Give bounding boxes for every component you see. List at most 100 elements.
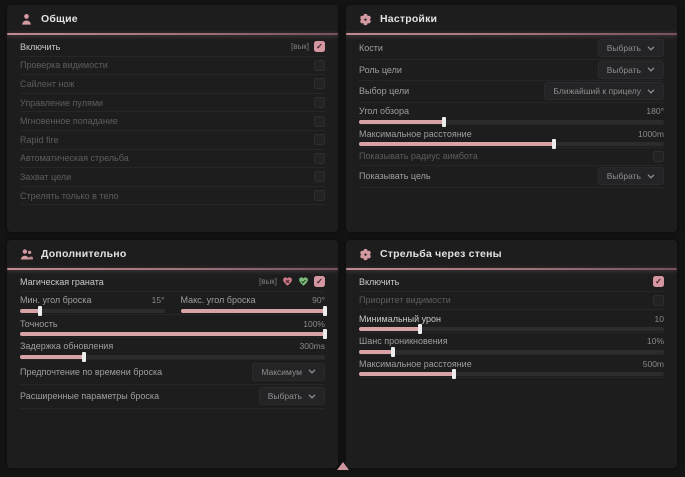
panel-title: Дополнительно bbox=[41, 248, 127, 260]
slider-value: 15° bbox=[151, 295, 165, 306]
checkbox[interactable] bbox=[314, 152, 325, 164]
green-heart-icon[interactable] bbox=[298, 276, 309, 287]
slider-row: Минимальный урон 10 bbox=[359, 310, 664, 335]
slider[interactable] bbox=[20, 305, 165, 316]
panel-header: Стрельба через стены bbox=[346, 240, 677, 268]
checkbox[interactable] bbox=[314, 134, 325, 146]
checkbox[interactable] bbox=[314, 59, 325, 71]
slider-thumb[interactable] bbox=[451, 369, 456, 380]
dropdown-row: Показывать цель Выбрать bbox=[359, 166, 664, 188]
slider-thumb[interactable] bbox=[390, 346, 395, 357]
dropdown-value: Выбрать bbox=[606, 171, 641, 182]
slider-thumb[interactable] bbox=[442, 116, 447, 127]
checkbox[interactable] bbox=[314, 78, 325, 90]
slider-fill bbox=[359, 139, 557, 149]
dropdown-value: Выбрать bbox=[606, 43, 641, 54]
toggle-label: Сайлент нож bbox=[20, 78, 75, 89]
checkbox[interactable] bbox=[653, 294, 664, 306]
chevron-down-icon bbox=[308, 394, 316, 399]
dropdown[interactable]: Выбрать bbox=[597, 39, 664, 58]
slider-label: Задержка обновления bbox=[20, 341, 114, 352]
slider-thumb[interactable] bbox=[38, 305, 43, 316]
checkbox[interactable] bbox=[653, 276, 664, 288]
person-icon bbox=[20, 13, 33, 26]
slider-fill bbox=[359, 324, 422, 335]
dropdown[interactable]: Выбрать bbox=[597, 60, 664, 79]
slider-label: Точность bbox=[20, 318, 58, 329]
toggle-label: Захват цели bbox=[20, 171, 72, 182]
panel-title: Настройки bbox=[380, 13, 438, 25]
toggle-label: Проверка видимости bbox=[20, 60, 108, 71]
toggle-row: Приоритет видимости bbox=[359, 292, 664, 311]
checkbox[interactable] bbox=[314, 276, 325, 288]
slider-fill bbox=[20, 329, 327, 340]
checkbox[interactable] bbox=[653, 150, 664, 162]
slider-thumb[interactable] bbox=[418, 324, 422, 335]
slider-row: Угол обзора 180° bbox=[359, 103, 664, 127]
slider-fill bbox=[180, 305, 327, 316]
slider-value: 10% bbox=[646, 336, 664, 347]
slider-thumb[interactable] bbox=[323, 305, 327, 316]
dropdown[interactable]: Выбрать bbox=[258, 387, 325, 406]
toggle-row: Мгновенное попадание bbox=[20, 112, 325, 131]
slider-row: Точность 100% bbox=[20, 315, 327, 340]
dropdown[interactable]: Ближайший к прицелу bbox=[544, 82, 664, 101]
slider-value: 1000m bbox=[638, 128, 664, 139]
header-accent-line bbox=[7, 268, 338, 270]
dropdown-row: Предпочтение по времени броска Максимум bbox=[20, 360, 325, 385]
toggle-row: Управление пулями bbox=[20, 94, 325, 113]
checkbox[interactable] bbox=[314, 190, 325, 202]
dropdown-value: Максимум bbox=[261, 366, 302, 377]
slider[interactable] bbox=[20, 329, 327, 340]
dropdown[interactable]: Максимум bbox=[252, 362, 325, 381]
dropdown[interactable]: Выбрать bbox=[597, 167, 664, 186]
slider-row: Максимальное расстояние 1000m bbox=[359, 125, 664, 149]
slider-label: Максимальное расстояние bbox=[359, 128, 472, 139]
checkbox[interactable] bbox=[314, 115, 325, 127]
dropdown-label: Кости bbox=[359, 43, 383, 54]
panel-wallbang: Стрельба через стены Включить Приоритет … bbox=[346, 240, 677, 468]
toggle-label: Rapid fire bbox=[20, 134, 59, 145]
slider[interactable] bbox=[359, 346, 664, 357]
chevron-down-icon bbox=[647, 89, 655, 94]
checkbox[interactable] bbox=[314, 97, 325, 109]
checkbox[interactable] bbox=[314, 171, 325, 183]
panel-header: Дополнительно bbox=[7, 240, 338, 268]
slider-label: Шанс проникновения bbox=[359, 336, 448, 347]
slider-value: 300ms bbox=[299, 341, 325, 352]
slider[interactable] bbox=[20, 351, 325, 362]
slider-thumb[interactable] bbox=[82, 351, 87, 362]
triangle-up-icon[interactable] bbox=[337, 462, 349, 470]
dropdown-value: Выбрать bbox=[267, 391, 302, 402]
toggle-label: Магическая граната bbox=[20, 276, 104, 287]
checkbox[interactable] bbox=[314, 41, 325, 53]
dropdown-row: Кости Выбрать bbox=[359, 38, 664, 60]
dropdown-label: Выбор цели bbox=[359, 86, 410, 97]
chevron-down-icon bbox=[647, 174, 655, 179]
slider[interactable] bbox=[359, 116, 664, 127]
slider-thumb[interactable] bbox=[552, 139, 557, 149]
toggle-label: Включить bbox=[359, 276, 400, 287]
toggle-row: Стрелять только в тело bbox=[20, 187, 325, 206]
slider[interactable] bbox=[359, 369, 664, 380]
panel-settings: Настройки Кости Выбрать Роль цели Выбрат… bbox=[346, 5, 677, 232]
slider-label: Макс. угол броска bbox=[180, 295, 256, 306]
toggle-label: Управление пулями bbox=[20, 97, 104, 108]
slider-value: 500m bbox=[642, 358, 664, 369]
slider-label: Мин. угол броска bbox=[20, 295, 92, 306]
toggle-label: Показывать радиус аимбота bbox=[359, 151, 478, 162]
slider[interactable] bbox=[359, 324, 664, 335]
slider-thumb[interactable] bbox=[323, 329, 327, 340]
slider-label: Угол обзора bbox=[359, 106, 409, 116]
slider[interactable] bbox=[359, 139, 664, 149]
toggle-row: Сайлент нож bbox=[20, 75, 325, 94]
toggle-row: Магическая граната [вык] bbox=[20, 273, 325, 292]
dropdown-value: Выбрать bbox=[606, 64, 641, 75]
keybind-tag: [вык] bbox=[291, 42, 309, 52]
slider[interactable] bbox=[180, 305, 327, 316]
header-accent-line bbox=[346, 33, 677, 35]
toggle-row: Захват цели bbox=[20, 168, 325, 187]
slider-row: Макс. угол броска 90° bbox=[180, 292, 327, 316]
broken-heart-icon[interactable] bbox=[282, 276, 293, 287]
panel-header: Настройки bbox=[346, 5, 677, 33]
